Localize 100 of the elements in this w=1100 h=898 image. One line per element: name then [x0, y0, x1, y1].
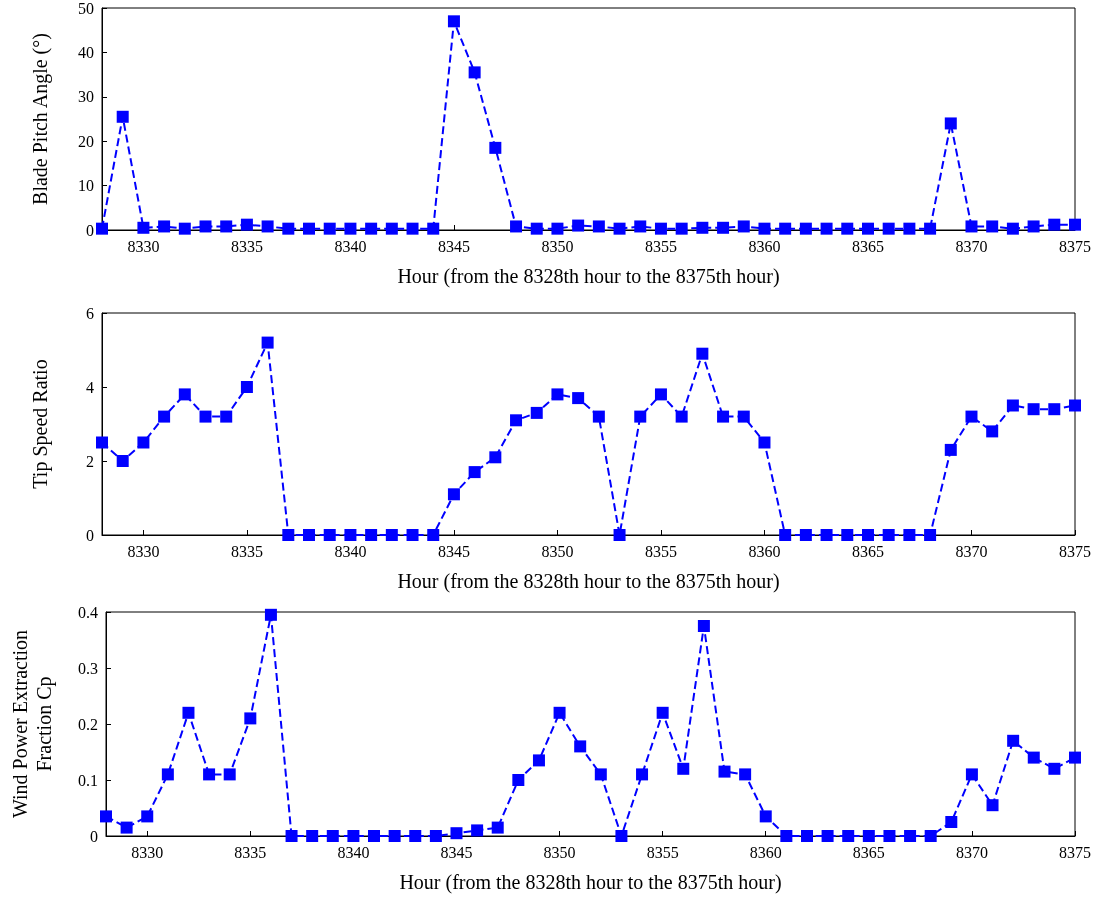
point — [758, 222, 771, 235]
x-tick-label: 8350 — [541, 237, 574, 255]
y-tick-label: 50 — [78, 0, 94, 17]
point — [924, 830, 937, 842]
point — [945, 816, 958, 828]
point — [1048, 403, 1061, 416]
point — [347, 830, 360, 842]
point — [220, 220, 233, 233]
x-tick-label: 8330 — [127, 542, 160, 560]
point — [841, 222, 854, 235]
point — [759, 810, 772, 823]
point — [821, 830, 834, 842]
point — [634, 220, 647, 233]
y-axis-title: Blade Pitch Angle (°) — [29, 33, 52, 205]
y-tick-label: 20 — [78, 132, 94, 150]
point — [613, 222, 626, 235]
point — [116, 455, 129, 467]
point — [530, 406, 543, 419]
point — [178, 222, 191, 235]
point — [120, 821, 133, 834]
point — [385, 529, 398, 541]
point — [737, 410, 750, 423]
point — [137, 436, 150, 449]
point — [944, 117, 957, 130]
point — [240, 381, 253, 393]
x-tick-label: 8360 — [748, 237, 781, 255]
point — [116, 110, 129, 123]
x-tick-label: 8330 — [127, 237, 160, 255]
point — [323, 222, 336, 235]
point — [489, 141, 502, 154]
x-tick-label: 8345 — [437, 237, 470, 255]
x-axis-title: Hour (from the 8328th hour to the 8375th hour) — [399, 871, 782, 894]
y-tick-label: 6 — [86, 304, 94, 322]
x-tick-label: 8345 — [440, 843, 473, 861]
point — [406, 529, 419, 541]
point — [96, 436, 108, 449]
point — [613, 529, 626, 541]
point — [592, 220, 605, 233]
point — [675, 222, 688, 235]
x-tick-label: 8375 — [1059, 542, 1091, 560]
point — [861, 529, 874, 541]
y-tick-label: 0 — [86, 526, 94, 544]
point — [717, 221, 730, 234]
point — [409, 830, 422, 842]
y-tick-label: 0 — [86, 221, 94, 239]
point — [1069, 399, 1081, 412]
point — [574, 740, 587, 753]
point — [178, 388, 191, 401]
point — [344, 222, 357, 235]
y-tick-label: 0.3 — [78, 659, 98, 677]
point — [965, 220, 978, 233]
point — [450, 827, 463, 840]
point — [592, 410, 605, 423]
point — [882, 222, 895, 235]
point — [634, 410, 647, 423]
x-tick-label: 8365 — [851, 237, 884, 255]
point — [158, 410, 171, 423]
point — [203, 768, 216, 781]
point — [303, 529, 316, 541]
x-tick-label: 8370 — [955, 542, 988, 560]
x-tick-label: 8370 — [955, 843, 988, 861]
point — [199, 410, 212, 423]
point — [471, 824, 484, 837]
point — [882, 529, 895, 541]
point — [532, 754, 545, 767]
point — [737, 220, 750, 233]
point — [677, 762, 690, 775]
point — [406, 222, 419, 235]
point — [100, 810, 112, 823]
point — [427, 222, 440, 235]
point — [264, 608, 277, 621]
point — [344, 529, 357, 541]
point — [199, 220, 212, 233]
point — [161, 768, 174, 781]
point — [615, 830, 628, 842]
point — [799, 529, 812, 541]
y-tick-label: 0.1 — [78, 771, 98, 789]
x-tick-label: 8375 — [1059, 237, 1091, 255]
x-tick-label: 8330 — [131, 843, 164, 861]
x-tick-label: 8355 — [644, 542, 677, 560]
x-tick-label: 8335 — [234, 843, 267, 861]
point — [427, 529, 440, 541]
y-tick-label: 0.2 — [78, 715, 98, 733]
point — [1006, 399, 1019, 412]
point — [862, 830, 875, 842]
point — [326, 830, 339, 842]
point — [654, 222, 667, 235]
point — [1007, 734, 1020, 747]
point — [820, 222, 833, 235]
x-axis-title: Hour (from the 8328th hour to the 8375th hour) — [397, 570, 780, 593]
x-axis-title: Hour (from the 8328th hour to the 8375th hour) — [397, 265, 780, 288]
point — [1069, 751, 1081, 764]
point — [510, 220, 523, 233]
point — [594, 768, 607, 781]
x-tick-label: 8375 — [1059, 843, 1091, 861]
point — [820, 529, 833, 541]
y-tick-label: 2 — [86, 452, 94, 470]
point — [1006, 222, 1019, 235]
point — [842, 830, 855, 842]
y-tick-label: 10 — [78, 177, 94, 195]
